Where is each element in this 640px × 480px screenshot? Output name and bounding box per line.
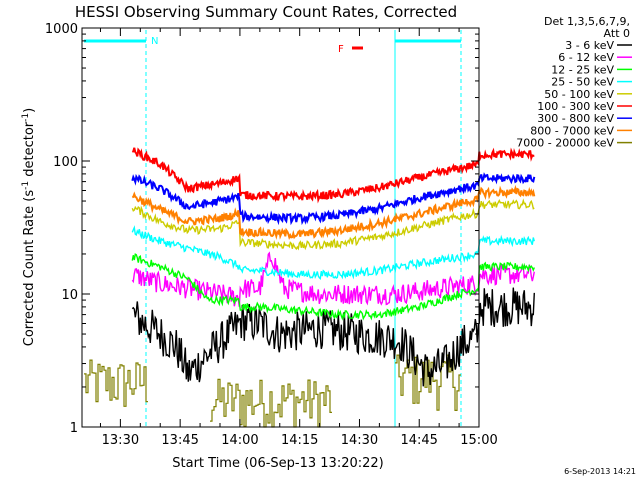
series-3-6-kev [131,287,535,387]
y-axis-label-end: ) [22,108,37,113]
x-tick-label: 13:30 [102,433,139,448]
series-7000-20000kev-segment [210,378,332,428]
legend-label-12-25-kev: 12 - 25 keV [551,63,614,76]
series-7000-20000kev-segment [84,359,148,407]
x-tick-label: 15:00 [460,433,497,448]
y-axis-label-sup2: -1 [21,113,31,122]
x-axis-label: Start Time (06-Sep-13 13:20:22) [172,456,383,471]
legend-label-50-100-kev: 50 - 100 keV [544,88,614,101]
series-300-800-kev [131,172,536,226]
series-25-50-kev [131,225,535,281]
legend-label-25-50-kev: 25 - 50 keV [551,76,614,89]
plot-area: NF [84,30,536,428]
series-800-7000-kev [131,184,536,241]
series-25-50-kev-line [131,225,535,281]
legend-header-line1: Det 1,3,5,6,7,9, [544,15,630,28]
series-12-25-kev [131,253,535,321]
legend-label-6-12-kev: 6 - 12 keV [558,51,614,64]
legend-label-100-300-kev: 100 - 300 keV [537,100,614,113]
axes: 1 10 100 1000 13:30 13:45 14:00 14:15 14:30 14:45… [45,22,498,448]
x-tick-label: 14:00 [221,433,258,448]
y-axis-label-main: Corrected Count Rate (s [22,190,37,347]
series-50-100-kev-line [131,198,535,251]
y-tick-label: 1 [70,421,78,436]
y-tick-label: 10 [61,288,78,303]
series-300-800-kev-line [131,172,536,226]
footer-timestamp: 6-Sep-2013 14:21 [564,467,636,476]
series-3-6-kev-line [131,287,535,387]
plot-frame [81,27,480,428]
y-tick-label: 1000 [45,22,78,37]
night-marker-label: N [151,36,158,47]
chart-title: HESSI Observing Summary Count Rates, Cor… [75,3,457,21]
x-tick-label: 14:15 [281,433,318,448]
series-800-7000-kev-line [131,184,536,241]
y-axis-label-sup1: -1 [21,181,31,190]
y-tick-label: 100 [53,155,78,170]
series-6-12-kev-line [131,251,535,307]
legend-label-7000-20000-kev: 7000 - 20000 keV [516,137,614,150]
series-50-100-kev [131,198,535,251]
legend-label-300-800-kev: 300 - 800 keV [537,112,614,125]
x-tick-label: 14:30 [341,433,378,448]
series-12-25-kev-line [131,253,535,321]
x-tick-label: 14:45 [400,433,437,448]
y-axis-label-mid: detector [22,121,37,181]
legend-label-800-7000-kev: 800 - 7000 keV [530,124,614,137]
series-100-300-kev [131,147,535,204]
series-100-300-kev-line [131,147,535,204]
legend-header-line2: Att 0 [604,27,630,40]
series-6-12-kev [131,251,535,307]
x-tick-label: 13:45 [161,433,198,448]
flare-marker-label: F [338,44,344,55]
legend-label-3-6-kev: 3 - 6 keV [565,39,614,52]
y-axis-label: Corrected Count Rate (s-1 detector-1) [21,108,37,346]
